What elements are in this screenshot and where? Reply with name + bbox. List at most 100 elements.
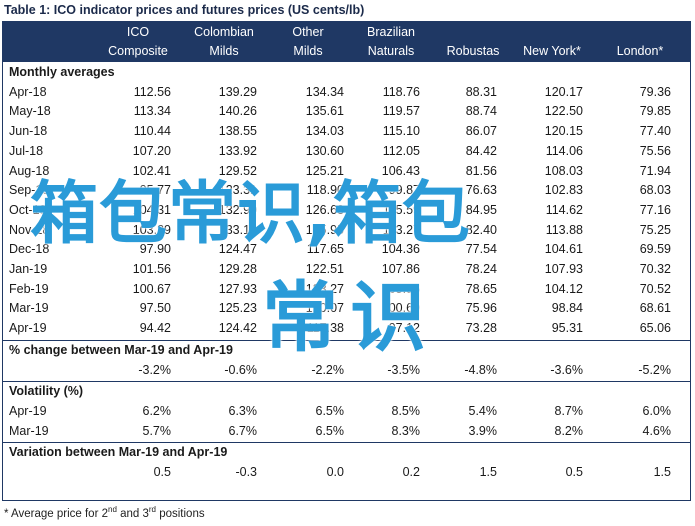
table-row: Nov-18 103.39 133.18 125.95 113.27 82.40 113.8… xyxy=(3,221,690,240)
table-cell: 123.27 xyxy=(305,281,344,296)
table-cell: 88.31 xyxy=(465,84,497,99)
table-cell: 112.05 xyxy=(382,143,420,158)
section-monthly-averages: Monthly averages xyxy=(3,63,690,82)
table-cell: 5.4% xyxy=(468,403,498,418)
table-cell: 108.03 xyxy=(544,163,583,178)
table-cell: 104.31 xyxy=(132,202,171,217)
table-cell: 102.41 xyxy=(132,163,171,178)
table-cell: 79.36 xyxy=(639,84,671,99)
table-cell: -3.5% xyxy=(387,362,420,377)
row-label: Apr-19 xyxy=(9,403,47,418)
table-cell: 107.86 xyxy=(381,262,420,276)
table-row: Sep-18 95.77 123.31 118.90 99.87 76.63 102.83 6… xyxy=(3,181,690,200)
section-label: % change between Mar-19 and Apr-19 xyxy=(9,342,233,357)
table-cell: -2.2% xyxy=(311,362,344,377)
table-cell: 100.67 xyxy=(132,281,171,296)
row-label: Jun-18 xyxy=(9,124,48,139)
table-cell: 6.5% xyxy=(315,403,345,418)
section-label: Monthly averages xyxy=(9,65,115,79)
section-volatility: Volatility (%) xyxy=(3,382,690,401)
table-cell: -3.2% xyxy=(138,362,171,377)
table-cell: 113.88 xyxy=(545,222,583,237)
column-header-london: London* xyxy=(616,44,664,58)
table-cell: 6.2% xyxy=(142,403,172,418)
table-cell: 110.44 xyxy=(133,124,171,139)
table-row: Oct-18 104.31 132.90 126.63 115.59 84.95 114.6… xyxy=(3,201,690,220)
table-cell: 100.69 xyxy=(381,301,420,316)
table-cell: 6.5% xyxy=(315,423,345,438)
table-cell: 134.03 xyxy=(305,124,344,139)
table-cell: 122.50 xyxy=(544,104,583,119)
table-cell: 70.52 xyxy=(639,281,671,296)
table-cell: 102.83 xyxy=(544,183,583,198)
table-cell: 134.34 xyxy=(305,84,344,99)
column-header-colombian-milds: Colombian Milds xyxy=(194,25,254,58)
table-row: -3.2% -0.6% -2.2% -3.5% -4.8% -3.6% -5.2% xyxy=(3,361,690,380)
row-label: Sep-18 xyxy=(9,183,50,198)
table-cell: 117.38 xyxy=(306,321,344,336)
table-cell: 125.23 xyxy=(218,301,257,316)
table-cell: 75.25 xyxy=(639,222,671,237)
table-cell: 0.5 xyxy=(153,465,171,479)
table-cell: 126.63 xyxy=(305,202,344,217)
table-cell: -5.2% xyxy=(638,362,671,377)
table-cell: 75.96 xyxy=(465,301,497,316)
table-cell: 107.93 xyxy=(544,262,583,276)
table-cell: 129.28 xyxy=(218,262,257,276)
table-cell: 86.07 xyxy=(465,124,497,139)
row-label: Oct-18 xyxy=(9,202,47,217)
table-row: Aug-18 102.41 129.52 125.21 106.43 81.56 108.0… xyxy=(3,162,690,181)
table-cell: 68.03 xyxy=(639,183,671,198)
table-cell: 130.60 xyxy=(305,143,344,158)
table-cell: 133.92 xyxy=(218,143,257,158)
watermark-line-1: 箱包常识,箱包 xyxy=(30,175,471,254)
table-cell: 105.86 xyxy=(381,281,420,296)
table-row: 0.5 -0.3 0.0 0.2 1.5 0.5 1.5 xyxy=(3,463,690,482)
table-cell: -3.6% xyxy=(550,362,583,377)
row-label: Mar-19 xyxy=(9,301,49,316)
table-cell: 107.20 xyxy=(132,143,171,158)
row-label: Jan-19 xyxy=(9,262,48,276)
table-cell: 71.94 xyxy=(639,163,671,178)
table-cell: 76.63 xyxy=(465,183,497,198)
table-cell: 81.56 xyxy=(465,163,497,178)
section-label: Variation between Mar-19 and Apr-19 xyxy=(9,445,228,460)
table-cell: 113.34 xyxy=(133,104,171,119)
table-cell: -0.3 xyxy=(235,465,257,479)
table-cell: 125.21 xyxy=(305,163,344,178)
section-label: Volatility (%) xyxy=(9,384,84,399)
table-cell: 6.3% xyxy=(228,403,258,418)
section-separator xyxy=(3,442,690,444)
table-cell: 65.06 xyxy=(639,321,671,336)
table-cell: 8.5% xyxy=(391,403,421,418)
table-cell: 104.12 xyxy=(544,281,583,296)
table-cell: 0.0 xyxy=(326,465,344,479)
table-cell: 123.31 xyxy=(218,183,257,198)
table-cell: 94.42 xyxy=(139,321,171,336)
section-separator xyxy=(3,339,690,341)
table-cell: 84.42 xyxy=(465,143,497,158)
table-cell: 114.06 xyxy=(545,143,583,158)
row-label: Apr-18 xyxy=(9,84,47,99)
table-cell: 120.17 xyxy=(544,84,583,99)
table-cell: 115.59 xyxy=(382,202,420,217)
table-cell: 119.57 xyxy=(382,104,420,119)
table-cell: 4.6% xyxy=(642,423,672,438)
table-cell: 114.62 xyxy=(545,202,583,217)
row-label: Apr-19 xyxy=(9,321,47,336)
table-cell: 77.54 xyxy=(465,242,497,257)
table-cell: 120.15 xyxy=(544,124,583,139)
table-cell: 98.84 xyxy=(551,301,583,316)
table-cell: 8.3% xyxy=(391,423,421,438)
table-cell: 106.43 xyxy=(381,163,420,178)
table-row: Mar-19 97.50 125.23 120.07 100.69 75.96 98.84 6… xyxy=(3,299,690,318)
table-cell: 97.90 xyxy=(139,242,171,257)
table-cell: 113.27 xyxy=(382,222,420,237)
table-cell: 99.87 xyxy=(388,183,420,198)
table-cell: 139.29 xyxy=(218,84,257,99)
table-cell: 120.07 xyxy=(305,301,344,316)
table-cell: 138.55 xyxy=(218,124,257,139)
table-cell: 104.36 xyxy=(381,242,420,257)
table-cell: 95.77 xyxy=(139,183,171,198)
table-row: Feb-19 100.67 127.93 123.27 105.86 78.65 104.1… xyxy=(3,280,690,299)
